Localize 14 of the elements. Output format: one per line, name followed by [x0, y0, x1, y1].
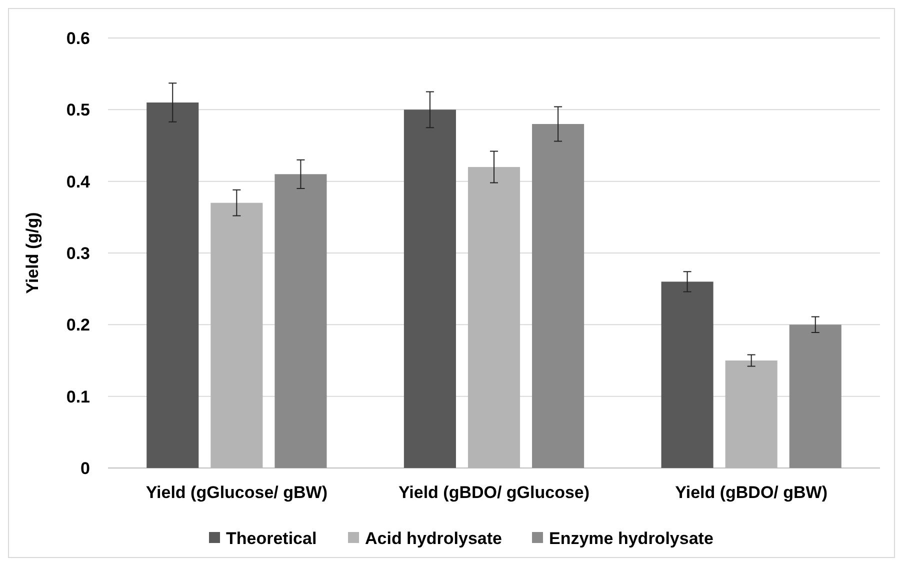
y-tick-label: 0: [80, 458, 90, 478]
y-tick-label: 0.2: [66, 316, 90, 335]
y-axis-title: Yield (g/g): [23, 212, 42, 294]
y-tick-label: 0.3: [66, 244, 90, 263]
y-tick-label: 0.4: [66, 172, 91, 192]
y-tick-label: 0.6: [66, 28, 90, 48]
y-tick-label: 0.5: [66, 100, 90, 120]
legend-label: Theoretical: [226, 528, 317, 548]
y-tick-label: 0.1: [66, 387, 90, 406]
legend-label: Acid hydrolysate: [365, 528, 502, 548]
x-tick-label: Yield (gGlucose/ gBW): [146, 483, 328, 502]
x-tick-label: Yield (gBDO/ gBW): [675, 483, 828, 502]
x-tick-label: Yield (gBDO/ gGlucose): [398, 483, 590, 502]
legend-label: Enzyme hydrolysate: [549, 528, 714, 548]
